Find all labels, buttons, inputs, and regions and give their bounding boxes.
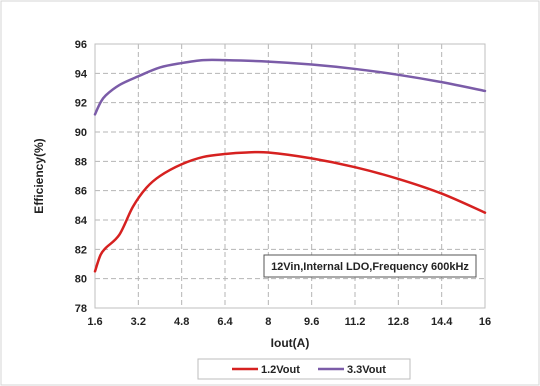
y-tick-label: 94 [75,68,88,80]
y-tick-label: 88 [75,156,87,168]
y-tick-label: 84 [75,215,88,227]
series-line-1.2Vout [93,150,487,273]
legend-frame [197,358,411,380]
x-tick-label: 3.2 [131,316,146,328]
x-tick-label: 8 [265,316,271,328]
y-tick-label: 86 [75,186,87,198]
annotation-text: 12Vin,Internal LDO,Frequency 600kHz [271,261,469,273]
x-tick-label: 6.4 [217,316,233,328]
y-tick-label: 78 [75,303,87,315]
x-tick-label: 11.2 [345,316,366,328]
x-tick-label: 16 [479,316,491,328]
legend: 1.2Vout 3.3Vout [197,358,411,380]
y-tick-label: 80 [75,274,87,286]
x-tick-label: 9.6 [304,316,319,328]
series-line-3.3Vout [93,58,487,116]
y-axis-ticks: 78 80 82 84 86 88 90 92 94 96 [75,39,88,315]
annotation-box: 12Vin,Internal LDO,Frequency 600kHz [263,254,477,278]
x-tick-label: 1.6 [87,316,102,328]
x-tick-label: 14.4 [431,316,453,328]
x-axis-ticks: 1.6 3.2 4.8 6.4 8 9.6 11.2 12.8 14.4 16 [87,316,491,328]
y-axis-title: Efficiency(%) [32,138,46,213]
series-lines [93,58,487,273]
y-tick-label: 96 [75,39,87,51]
x-tick-label: 4.8 [174,316,189,328]
plot-area-frame [94,43,486,309]
y-tick-label: 90 [75,127,87,139]
y-tick-label: 92 [75,98,87,110]
legend-label-1.2Vout: 1.2Vout [261,364,300,376]
legend-label-3.3Vout: 3.3Vout [347,364,386,376]
x-axis-title: Iout(A) [271,336,310,350]
y-tick-label: 82 [75,244,87,256]
x-tick-label: 12.8 [388,316,409,328]
